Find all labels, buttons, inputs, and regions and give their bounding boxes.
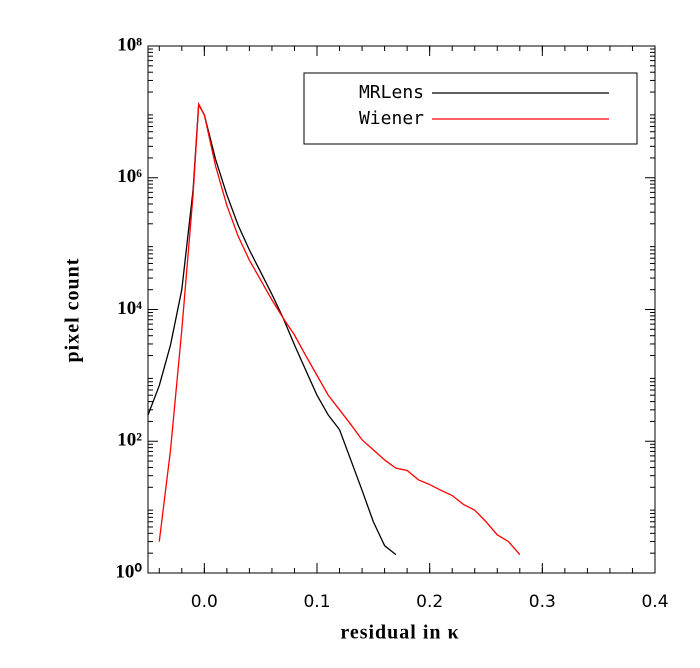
y-tick-label: 10⁰	[115, 561, 142, 582]
x-tick-label: 0.4	[641, 592, 668, 612]
y-tick-label: 10⁶	[117, 166, 142, 187]
x-tick-label: 0.1	[303, 592, 330, 612]
x-tick-label: 0.3	[529, 592, 556, 612]
x-axis-label: residual in κ	[340, 622, 459, 644]
x-tick-label: 0.2	[416, 592, 443, 612]
legend-label: MRLens	[359, 82, 424, 103]
y-tick-label: 10⁸	[117, 34, 142, 55]
series-line	[158, 102, 521, 556]
y-tick-label: 10⁴	[117, 298, 142, 319]
y-tick-label: 10²	[117, 430, 142, 451]
x-tick-label: 0.0	[191, 592, 218, 612]
y-axis-label: pixel count	[62, 258, 84, 363]
series-line	[147, 102, 397, 556]
legend-box	[303, 72, 638, 145]
legend-label: Wiener	[359, 108, 424, 129]
